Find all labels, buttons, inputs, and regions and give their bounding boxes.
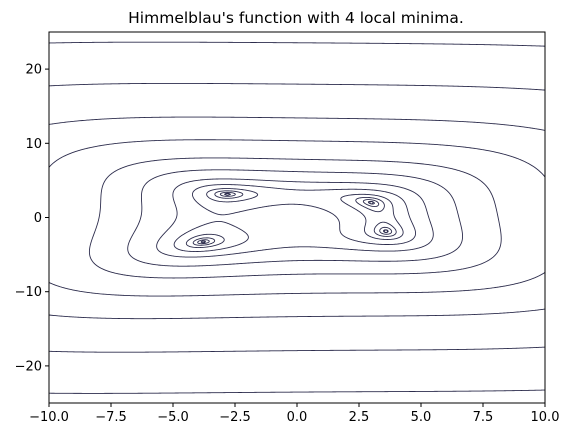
x-tick-label: −5.0 [157, 410, 189, 425]
local-minimum-point [225, 192, 230, 196]
x-tick-label: −2.5 [219, 410, 251, 425]
chart-title: Himmelblau's function with 4 local minim… [128, 9, 464, 27]
contour-level-line [197, 191, 393, 245]
y-tick-label: −20 [15, 359, 42, 374]
contour-level-line [192, 190, 397, 246]
x-tick-label: 5.0 [411, 410, 432, 425]
x-tick-label: −10.0 [29, 410, 69, 425]
x-tick-label: 0.0 [287, 410, 308, 425]
local-minimum-point [383, 229, 388, 233]
contour-level-line [88, 157, 502, 279]
x-tick-label: 10.0 [531, 410, 560, 425]
y-tick-label: 20 [25, 63, 42, 78]
x-axis: −10.0 −7.5 −5.0 −2.5 0.0 2.5 5.0 7.5 10.0 [29, 403, 559, 425]
y-tick-label: −10 [15, 285, 42, 300]
contour-level-line [49, 139, 545, 297]
local-minimum-point [369, 201, 374, 205]
y-axis: 20 10 0 −10 −20 [15, 63, 49, 374]
contour-lines [49, 41, 545, 394]
x-tick-label: 2.5 [349, 410, 370, 425]
contour-level-line [127, 169, 463, 267]
contour-level-line [173, 184, 417, 252]
y-tick-label: 0 [34, 211, 42, 226]
contour-level-line [49, 116, 545, 320]
y-tick-label: 10 [25, 137, 42, 152]
contour-level-line [49, 41, 545, 394]
plot-frame [48, 31, 546, 404]
local-minimum-point [201, 240, 206, 244]
x-tick-label: 7.5 [473, 410, 494, 425]
contour-level-line [49, 82, 545, 353]
x-tick-label: −7.5 [95, 410, 127, 425]
contour-level-line [185, 188, 404, 248]
contour-level-line [200, 193, 389, 244]
contour-level-line [156, 178, 434, 258]
